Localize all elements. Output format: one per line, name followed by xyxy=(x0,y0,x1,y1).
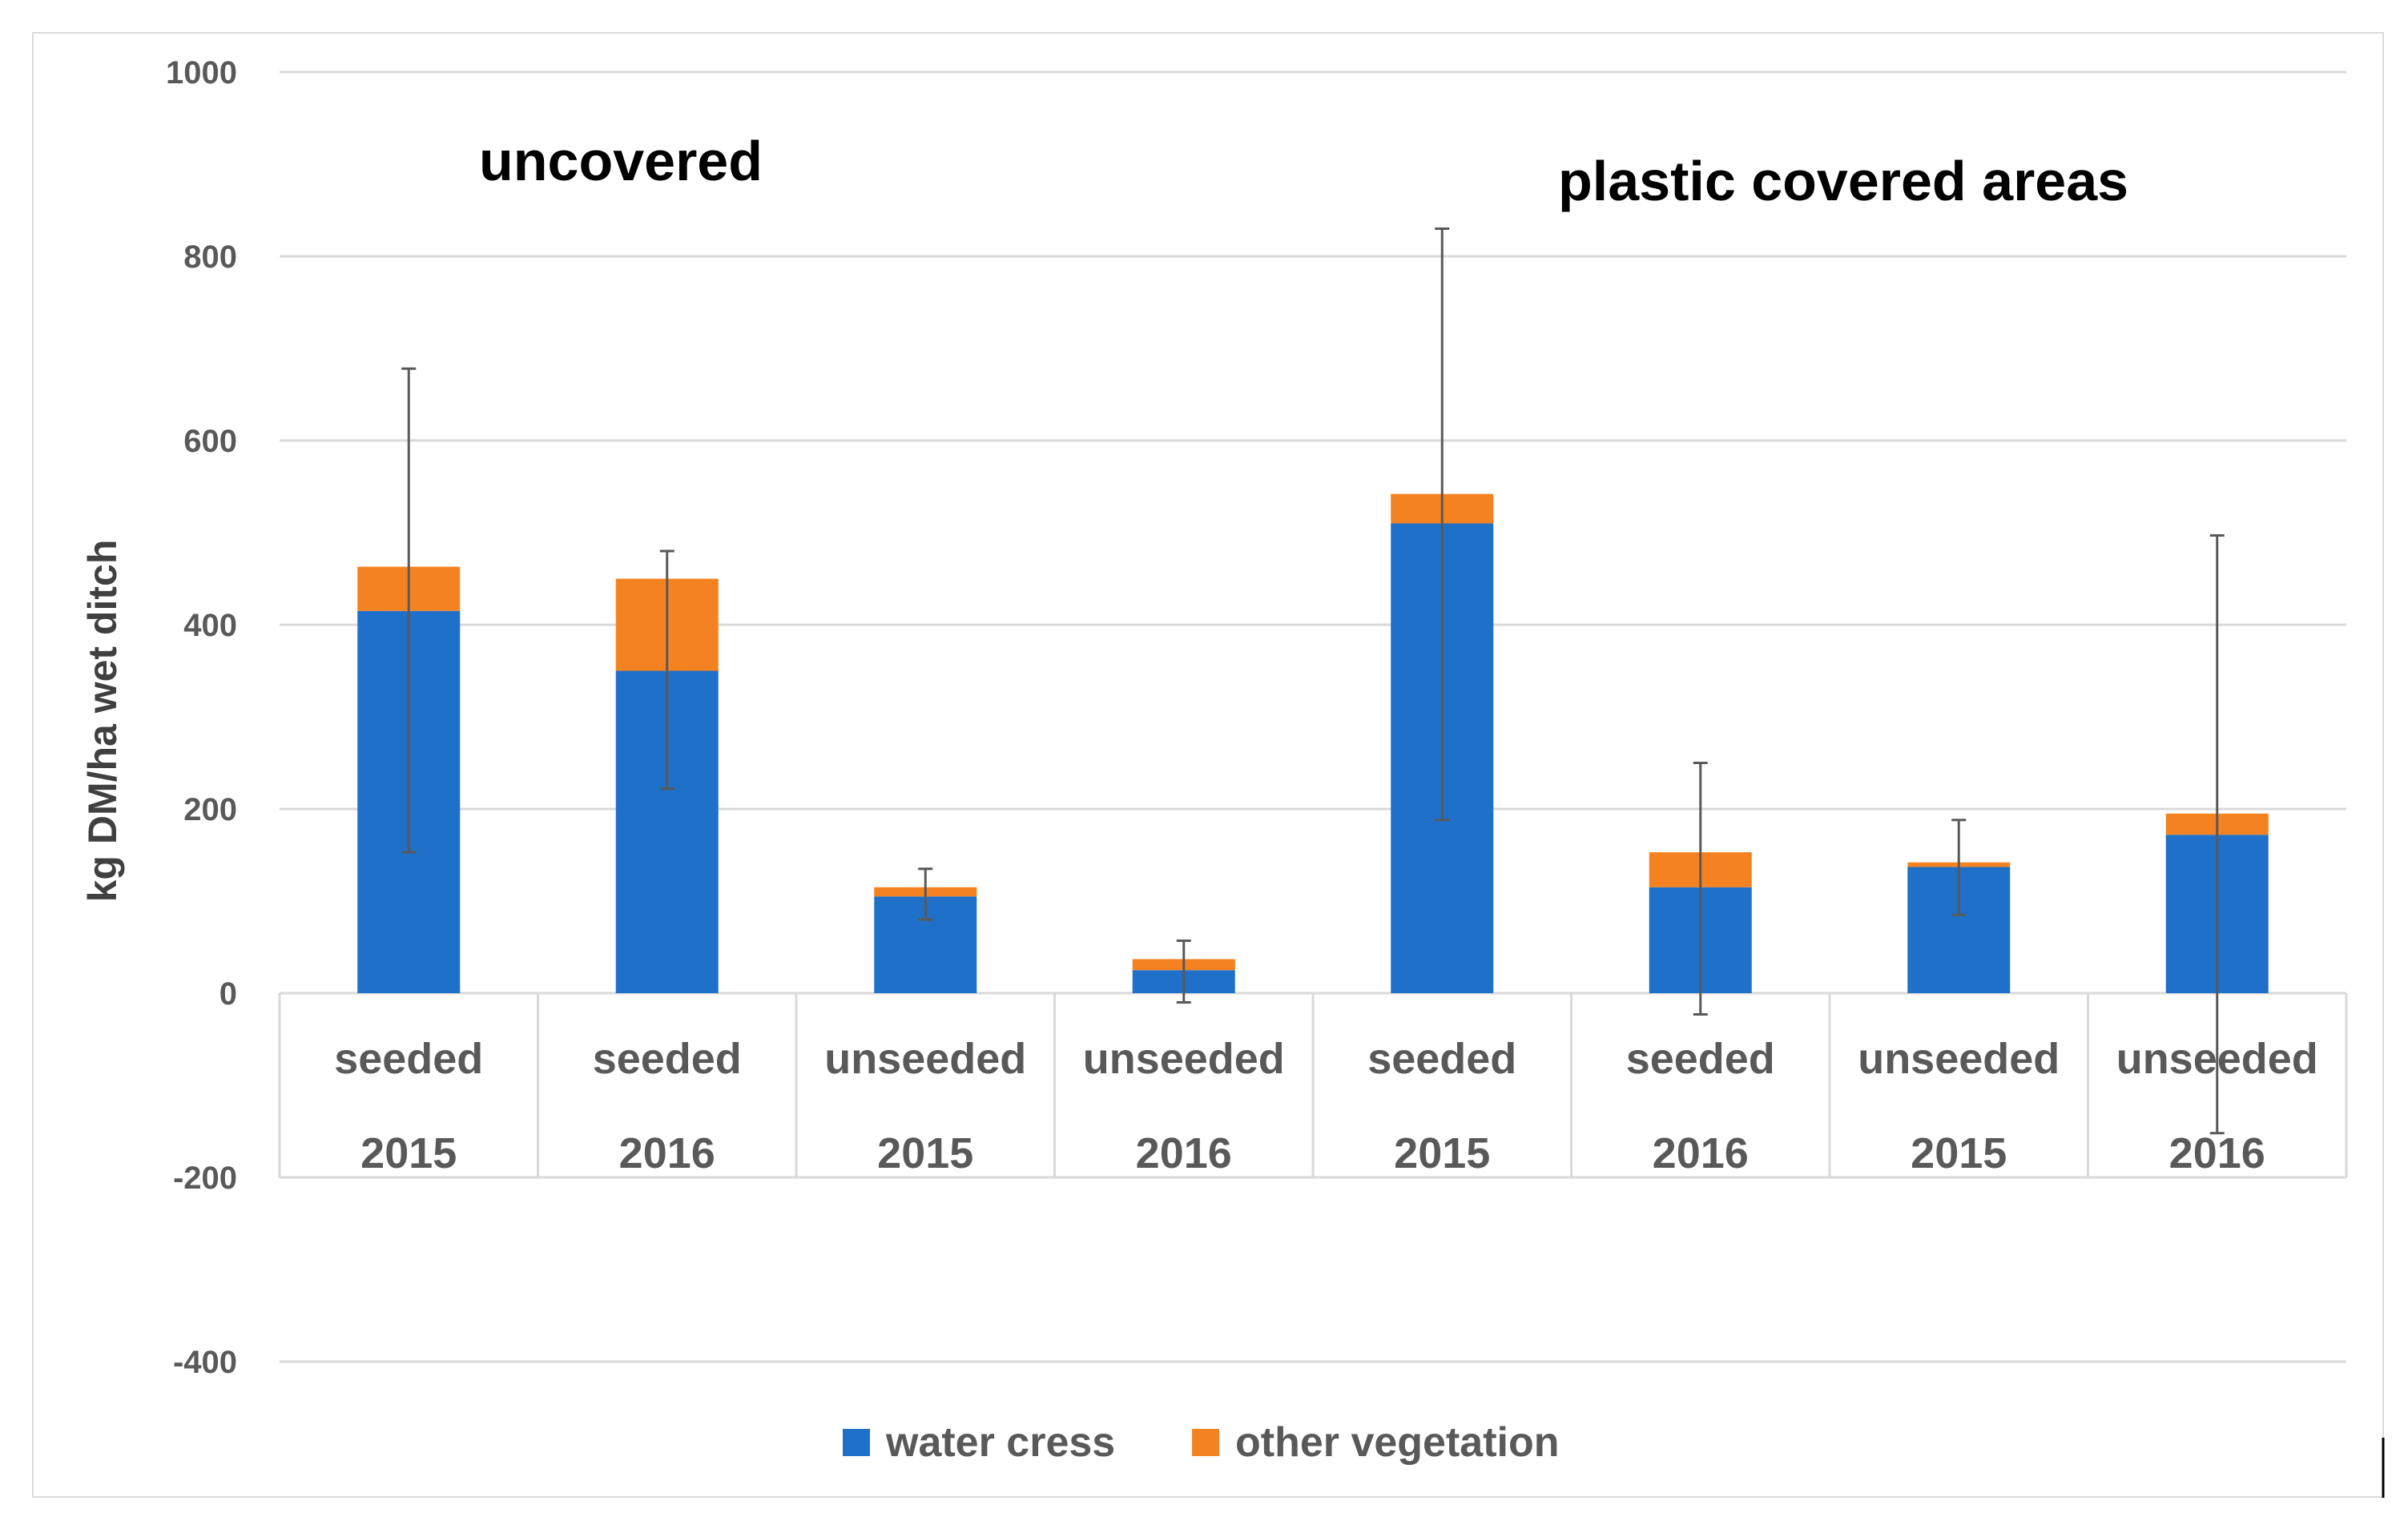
error-bar xyxy=(1435,227,1450,822)
y-tick-label: 800 xyxy=(183,239,237,275)
category-label-treatment: seeded xyxy=(334,1035,483,1083)
annotation-plastic-covered: plastic covered areas xyxy=(1558,150,2128,212)
y-axis-title: kg DM/ha wet ditch xyxy=(80,540,125,903)
category-label-year: 2016 xyxy=(1136,1129,1232,1177)
error-bar xyxy=(1176,939,1191,1004)
error-bar xyxy=(1951,819,1967,916)
error-bars xyxy=(401,227,2225,1135)
y-tick-label: 600 xyxy=(183,424,237,459)
error-bar xyxy=(1693,762,1708,1016)
error-bar xyxy=(2209,533,2225,1135)
y-tick-label: 200 xyxy=(183,792,237,827)
category-label-treatment: seeded xyxy=(1367,1035,1516,1083)
category-label-treatment: seeded xyxy=(1626,1035,1775,1083)
legend-swatch-other-vegetation xyxy=(1192,1429,1219,1456)
y-tick-label: 1000 xyxy=(166,55,237,91)
error-bar xyxy=(659,549,674,791)
annotation-uncovered: uncovered xyxy=(479,130,763,192)
y-tick-label: -400 xyxy=(173,1345,237,1380)
y-tick-label: -200 xyxy=(173,1161,237,1196)
category-label-year: 2015 xyxy=(1911,1129,2007,1177)
category-label-year: 2015 xyxy=(360,1129,457,1177)
category-labels: seeded 2015 seeded 2016 unseeded 2015 unseeded… xyxy=(334,1035,2318,1177)
error-bar xyxy=(918,867,933,921)
category-label-year: 2016 xyxy=(619,1129,715,1177)
y-tick-label: 400 xyxy=(183,608,237,643)
y-tick-labels: 1000 800 600 400 200 0 -200 -400 xyxy=(166,55,237,1380)
category-label-treatment: seeded xyxy=(593,1035,742,1083)
category-label-treatment: unseeded xyxy=(1858,1035,2060,1083)
legend-swatch-water-cress xyxy=(843,1429,870,1456)
category-label-treatment: unseeded xyxy=(2116,1035,2318,1083)
category-label-year: 2016 xyxy=(1653,1129,1749,1177)
y-tick-label: 0 xyxy=(219,976,237,1012)
bars xyxy=(357,493,2269,993)
legend-label-other-vegetation: other vegetation xyxy=(1235,1419,1560,1466)
category-label-treatment: unseeded xyxy=(824,1035,1026,1083)
legend: water cress other vegetation xyxy=(843,1419,1560,1466)
error-bar xyxy=(401,367,417,854)
category-label-treatment: unseeded xyxy=(1083,1035,1285,1083)
category-table xyxy=(278,992,2348,1179)
legend-label-water-cress: water cress xyxy=(885,1419,1115,1466)
category-label-year: 2015 xyxy=(877,1129,973,1177)
category-label-year: 2015 xyxy=(1394,1129,1490,1177)
category-label-year: 2016 xyxy=(2169,1129,2265,1177)
